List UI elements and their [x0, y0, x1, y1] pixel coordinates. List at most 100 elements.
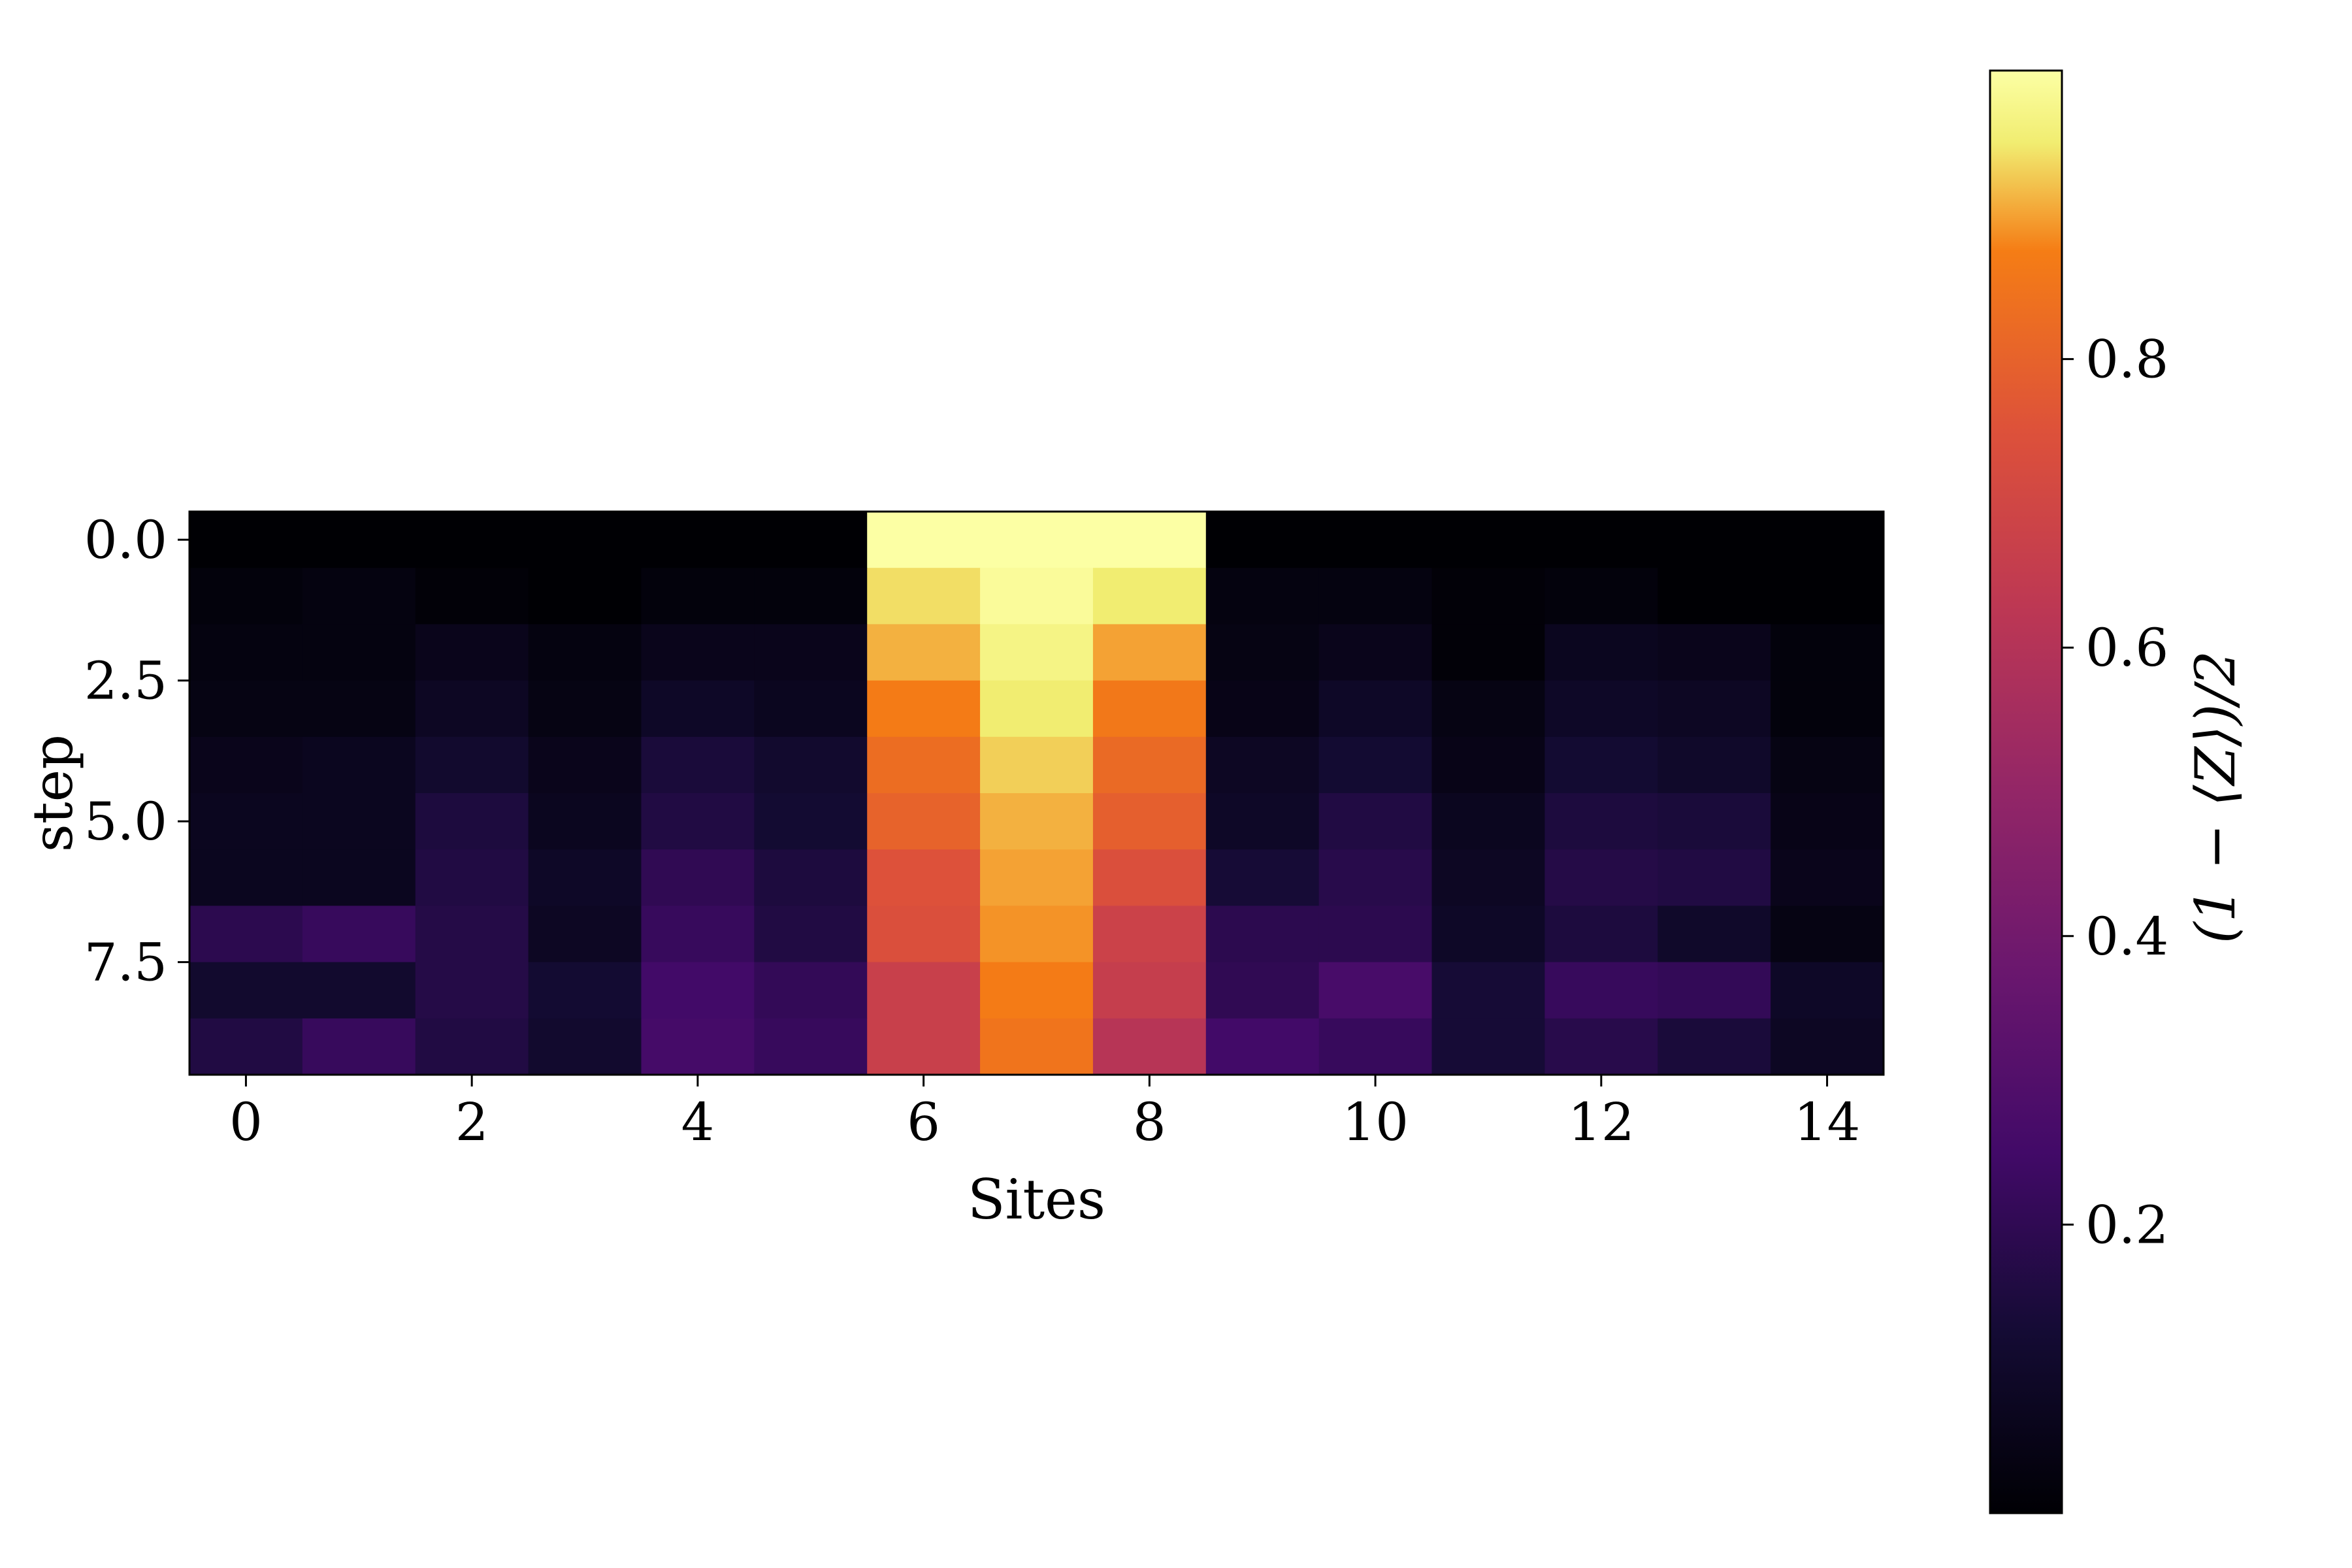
colorbar-tick-label: 0.8: [2085, 329, 2168, 390]
colorbar-tick-label: 0.4: [2085, 906, 2168, 967]
heatmap-cell: [1092, 568, 1207, 625]
heatmap-cell: [1092, 793, 1207, 850]
heatmap-cell: [980, 624, 1094, 681]
heatmap-cell: [528, 568, 642, 625]
heatmap-cell: [1771, 793, 1884, 850]
heatmap-cell: [302, 793, 416, 850]
heatmap-cell: [754, 680, 868, 738]
heatmap-cell: [641, 568, 755, 625]
heatmap-cell: [415, 962, 529, 1019]
x-tick-label: 2: [455, 1092, 489, 1152]
x-tick-label: 12: [1568, 1092, 1635, 1152]
heatmap-cell: [415, 849, 529, 906]
heatmap-cell: [1205, 849, 1320, 906]
heatmap-cell: [641, 624, 755, 681]
heatmap-cell: [1092, 1018, 1207, 1075]
heatmap-cell: [302, 624, 416, 681]
heatmap-cell: [1092, 736, 1207, 794]
heatmap-cell: [189, 568, 303, 625]
heatmap-cell: [1092, 962, 1207, 1019]
heatmap-cell: [189, 849, 303, 906]
heatmap-cell: [867, 512, 981, 568]
heatmap-cell: [641, 512, 755, 568]
heatmap-cell: [302, 1018, 416, 1075]
x-tick-label: 4: [681, 1092, 714, 1152]
heatmap-cell: [641, 906, 755, 963]
heatmap-cell: [754, 624, 868, 681]
heatmap-cell: [641, 962, 755, 1019]
heatmap-cell: [1544, 849, 1658, 906]
heatmap-cell: [1318, 793, 1433, 850]
heatmap-cell: [302, 906, 416, 963]
heatmap-cell: [1318, 962, 1433, 1019]
heatmap-cell: [1544, 1018, 1658, 1075]
heatmap-cell: [754, 906, 868, 963]
heatmap-cell: [1318, 1018, 1433, 1075]
heatmap-cell: [1771, 512, 1884, 568]
heatmap-cell: [189, 962, 303, 1019]
heatmap-cell: [189, 680, 303, 738]
heatmap-cell: [1771, 1018, 1884, 1075]
heatmap-cell: [867, 568, 981, 625]
colorbar: [1989, 69, 2063, 1514]
heatmap-cell: [867, 736, 981, 794]
heatmap-cell: [528, 736, 642, 794]
heatmap-cell: [980, 680, 1094, 738]
heatmap-cell: [528, 849, 642, 906]
heatmap-cell: [415, 793, 529, 850]
heatmap-cell: [1205, 793, 1320, 850]
heatmap-cell: [528, 793, 642, 850]
heatmap-cell: [1205, 1018, 1320, 1075]
heatmap-cell: [302, 736, 416, 794]
heatmap-cell: [1431, 736, 1545, 794]
x-tick-label: 0: [229, 1092, 263, 1152]
heatmap-cell: [867, 624, 981, 681]
heatmap-cell: [415, 624, 529, 681]
x-axis-ticks: 0 2 4 6 8 10 12 14: [229, 1075, 1860, 1152]
heatmap-cell: [867, 849, 981, 906]
heatmap-cell: [302, 849, 416, 906]
heatmap-cell: [867, 962, 981, 1019]
heatmap-cell: [1544, 906, 1658, 963]
heatmap-cell: [754, 793, 868, 850]
heatmap-cell: [980, 512, 1094, 568]
heatmap-cell: [641, 736, 755, 794]
colorbar-ticks: 0.2 0.4 0.6 0.8: [2062, 329, 2168, 1255]
heatmap-cell: [980, 906, 1094, 963]
heatmap-cell: [980, 736, 1094, 794]
heatmap-cell: [528, 1018, 642, 1075]
heatmap-cell: [1092, 680, 1207, 738]
heatmap-cell: [641, 1018, 755, 1075]
heatmap-cell: [1205, 736, 1320, 794]
heatmap-cell: [1431, 906, 1545, 963]
heatmap-cell: [1771, 906, 1884, 963]
heatmap-cell: [1431, 512, 1545, 568]
heatmap-cell: [1431, 1018, 1545, 1075]
heatmap-cell: [1658, 680, 1771, 738]
heatmap-cell: [980, 962, 1094, 1019]
heatmap-cell: [1658, 512, 1771, 568]
heatmap-cell: [189, 736, 303, 794]
heatmap-cell: [1205, 512, 1320, 568]
heatmap-cell: [415, 568, 529, 625]
x-tick-label: 6: [907, 1092, 940, 1152]
heatmap-cell: [528, 962, 642, 1019]
heatmap-cell: [302, 568, 416, 625]
y-axis-label: step: [21, 734, 85, 852]
heatmap-cell: [980, 793, 1094, 850]
heatmap-cell: [1318, 568, 1433, 625]
heatmap-cell: [754, 962, 868, 1019]
heatmap-cell: [1092, 624, 1207, 681]
heatmap-cell: [1658, 736, 1771, 794]
heatmap-cell: [415, 736, 529, 794]
heatmap-cell: [189, 906, 303, 963]
heatmap-cell: [415, 1018, 529, 1075]
heatmap-cell: [302, 962, 416, 1019]
heatmap-cell: [1544, 624, 1658, 681]
x-axis-label: Sites: [968, 1168, 1105, 1232]
heatmap-cell: [1544, 736, 1658, 794]
heatmap-cell: [1431, 849, 1545, 906]
y-tick-label: 7.5: [84, 932, 167, 993]
heatmap-cell: [415, 512, 529, 568]
heatmap-cell: [754, 512, 868, 568]
